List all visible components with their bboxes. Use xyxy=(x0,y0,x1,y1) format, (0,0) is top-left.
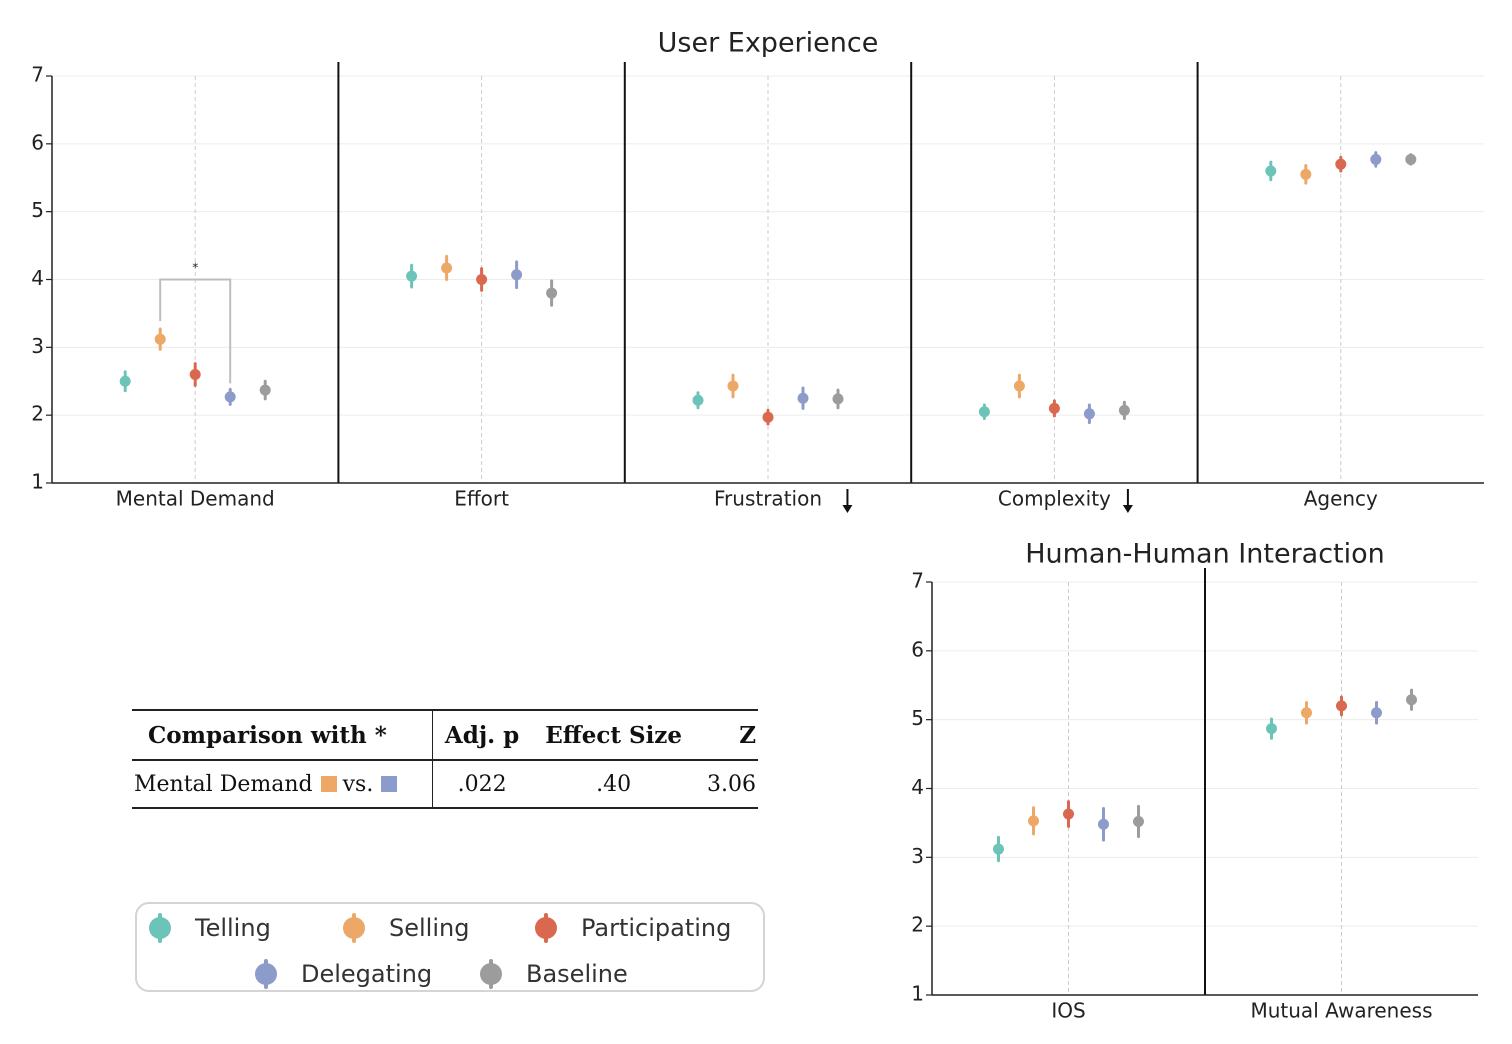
data-point-selling xyxy=(441,262,453,274)
stats-row-label-cell: Mental Demand vs. xyxy=(132,760,434,808)
data-point-delegating xyxy=(1098,818,1109,830)
down-arrow-head-icon xyxy=(1122,505,1133,513)
data-point-delegating xyxy=(1083,408,1095,420)
y-tick-label: 3 xyxy=(31,334,44,358)
data-point-baseline xyxy=(259,384,271,396)
chart-title: User Experience xyxy=(658,28,879,59)
stats-header-adj-p: Adj. p xyxy=(444,721,520,749)
data-point-telling xyxy=(119,375,131,387)
data-point-baseline xyxy=(1118,404,1130,416)
legend-item-baseline: Baseline xyxy=(480,959,628,989)
x-tick-label-effort: Effort xyxy=(454,487,509,511)
legend-label-delegating: Delegating xyxy=(301,960,433,988)
data-point-delegating xyxy=(1371,707,1382,719)
x-tick-label-mental-demand: Mental Demand xyxy=(116,487,275,511)
y-tick-label: 5 xyxy=(31,198,44,222)
stats-row-z: 3.06 xyxy=(707,771,756,797)
y-tick-label: 6 xyxy=(911,637,924,661)
stats-header-effect-size: Effect Size xyxy=(545,721,683,749)
y-tick-label: 6 xyxy=(31,130,44,154)
data-point-delegating xyxy=(797,392,809,404)
data-point-delegating xyxy=(224,391,236,403)
data-point-telling xyxy=(978,406,990,418)
significance-label: * xyxy=(192,261,198,275)
baseline-marker-icon xyxy=(480,959,502,989)
y-tick-label: 3 xyxy=(911,844,924,868)
data-point-participating xyxy=(1063,808,1074,820)
down-arrow-head-icon xyxy=(842,505,853,513)
participating-marker-icon xyxy=(535,913,557,943)
data-point-selling xyxy=(154,333,166,345)
y-tick-label: 2 xyxy=(911,913,924,937)
data-point-telling xyxy=(1265,165,1277,177)
y-tick-label: 2 xyxy=(31,402,44,426)
legend-label-telling: Telling xyxy=(195,914,271,942)
data-point-telling xyxy=(993,843,1004,855)
data-point-selling xyxy=(1013,380,1025,392)
legend-label-selling: Selling xyxy=(389,914,470,942)
x-tick-label-mutual-awareness: Mutual Awareness xyxy=(1250,999,1432,1023)
y-tick-label: 7 xyxy=(31,63,44,87)
data-point-selling xyxy=(727,380,739,392)
stats-table: Comparison with * Adj. p Effect Size Z M… xyxy=(132,709,758,809)
data-point-participating xyxy=(1336,700,1347,712)
x-tick-label-frustration: Frustration xyxy=(714,487,822,511)
stats-row-vs: vs. xyxy=(342,771,374,797)
data-point-participating xyxy=(1048,402,1060,414)
data-point-selling xyxy=(1300,168,1312,180)
data-point-participating xyxy=(762,411,774,423)
y-tick-label: 1 xyxy=(31,470,44,494)
y-tick-label: 4 xyxy=(911,775,924,799)
x-tick-label-agency: Agency xyxy=(1304,487,1378,511)
significance-bracket xyxy=(159,278,232,384)
x-tick-label-complexity: Complexity xyxy=(998,487,1111,511)
stats-row-label: Mental Demand xyxy=(134,771,313,797)
data-point-delegating xyxy=(1370,153,1382,165)
telling-marker-icon xyxy=(149,913,171,943)
stats-row-adj-p: .022 xyxy=(457,771,507,797)
stats-row: Mental Demand vs. .022 .40 3.06 xyxy=(132,760,758,808)
delegating-swatch xyxy=(381,775,398,792)
legend-label-baseline: Baseline xyxy=(526,960,628,988)
data-point-selling xyxy=(1028,815,1039,827)
data-point-baseline xyxy=(1133,816,1144,828)
stats-header-comparison: Comparison with * xyxy=(132,710,434,760)
y-tick-label: 4 xyxy=(31,266,44,290)
legend-item-selling: Selling xyxy=(343,913,469,943)
data-point-selling xyxy=(1301,707,1312,719)
y-tick-label: 7 xyxy=(911,569,924,593)
selling-swatch xyxy=(320,775,337,792)
selling-marker-icon xyxy=(343,913,365,943)
x-tick-label-ios: IOS xyxy=(1051,999,1085,1023)
data-point-baseline xyxy=(832,393,844,405)
data-point-telling xyxy=(406,270,418,282)
stats-row-effect-size: .40 xyxy=(596,771,632,797)
y-tick-label: 1 xyxy=(911,982,924,1006)
stats-header-z: Z xyxy=(739,721,756,749)
legend-item-delegating: Delegating xyxy=(255,959,432,989)
chart-title: Human-Human Interaction xyxy=(1025,539,1385,570)
data-point-baseline xyxy=(546,287,558,299)
chart-user-experience: User Experience 1 2 3 4 5 6 7 Mental Demand Effor… xyxy=(31,28,1484,513)
data-point-participating xyxy=(476,274,488,285)
data-point-baseline xyxy=(1406,694,1417,706)
data-point-telling xyxy=(692,394,704,406)
legend-item-participating: Participating xyxy=(535,913,731,943)
data-point-baseline xyxy=(1405,153,1417,165)
y-tick-label: 5 xyxy=(911,706,924,730)
data-point-delegating xyxy=(511,269,523,281)
legend-item-telling: Telling xyxy=(149,913,271,943)
data-point-participating xyxy=(189,368,201,380)
delegating-marker-icon xyxy=(255,959,277,989)
data-point-participating xyxy=(1335,158,1347,170)
data-point-telling xyxy=(1266,723,1277,735)
stats-header-row: Comparison with * Adj. p Effect Size Z xyxy=(132,710,758,760)
chart-human-human-interaction: Human-Human Interaction 1 2 3 4 5 6 7 IOS Mutual … xyxy=(911,539,1478,1023)
legend-label-participating: Participating xyxy=(581,914,732,942)
legend: Telling Selling Participating Delegating… xyxy=(135,902,765,992)
